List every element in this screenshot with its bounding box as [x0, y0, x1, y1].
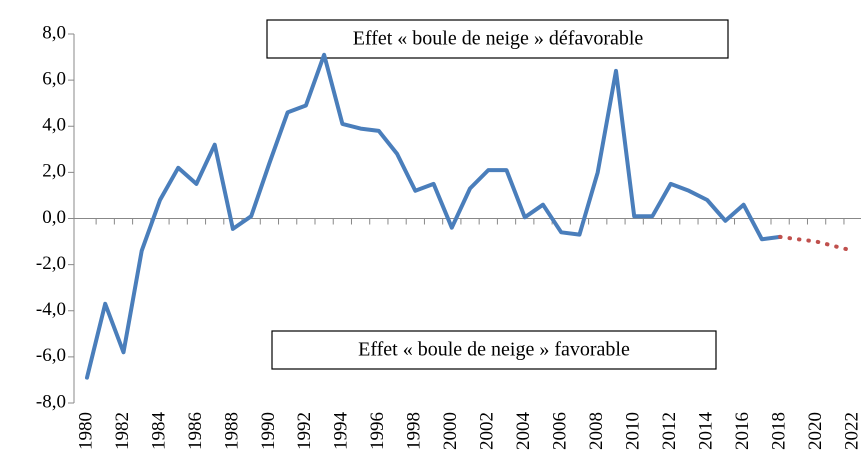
x-tick-label: 1984	[148, 412, 169, 451]
x-tick-label: 1994	[331, 412, 352, 451]
x-tick-label: 2002	[477, 412, 498, 450]
x-tick-label: 1988	[221, 412, 242, 450]
x-tick-label: 1992	[294, 412, 315, 450]
x-tick-label: 1980	[75, 412, 96, 450]
x-tick-label: 1990	[258, 412, 279, 450]
series-line	[85, 52, 783, 380]
x-tick-label: 2012	[659, 412, 680, 450]
y-tick-label: 6,0	[42, 68, 66, 89]
y-tick-label: 0,0	[42, 207, 66, 228]
x-tick-label: 2014	[696, 412, 717, 451]
annotation-box	[266, 19, 729, 59]
x-tick-label: 2006	[550, 412, 571, 450]
x-tick-label: 2018	[768, 412, 789, 450]
y-tick-label: -6,0	[36, 345, 66, 366]
x-tick-label: 1986	[185, 412, 206, 450]
x-tick-label: 2020	[805, 412, 826, 450]
y-tick-label: -4,0	[36, 299, 66, 320]
y-tick-label: 4,0	[42, 115, 66, 136]
x-tick-label: 1998	[404, 412, 425, 450]
y-tick-label: -2,0	[36, 253, 66, 274]
x-tick-label: 2000	[440, 412, 461, 450]
x-tick-label: 2010	[623, 412, 644, 450]
y-tick-label: -8,0	[36, 391, 66, 412]
y-tick-label: 2,0	[42, 161, 66, 182]
annotation-box	[271, 330, 717, 370]
x-tick-label: 2022	[841, 412, 861, 450]
annotation: Effet « boule de neige » favorable	[358, 339, 630, 361]
series-line	[778, 234, 856, 253]
annotation: Effet « boule de neige » défavorable	[353, 28, 644, 50]
x-tick-label: 1996	[367, 412, 388, 450]
x-tick-label: 2008	[586, 412, 607, 450]
x-tick-label: 2016	[732, 412, 753, 450]
y-tick-label: 8,0	[42, 22, 66, 43]
x-tick-label: 1982	[112, 412, 133, 450]
x-tick-label: 2004	[513, 412, 534, 451]
